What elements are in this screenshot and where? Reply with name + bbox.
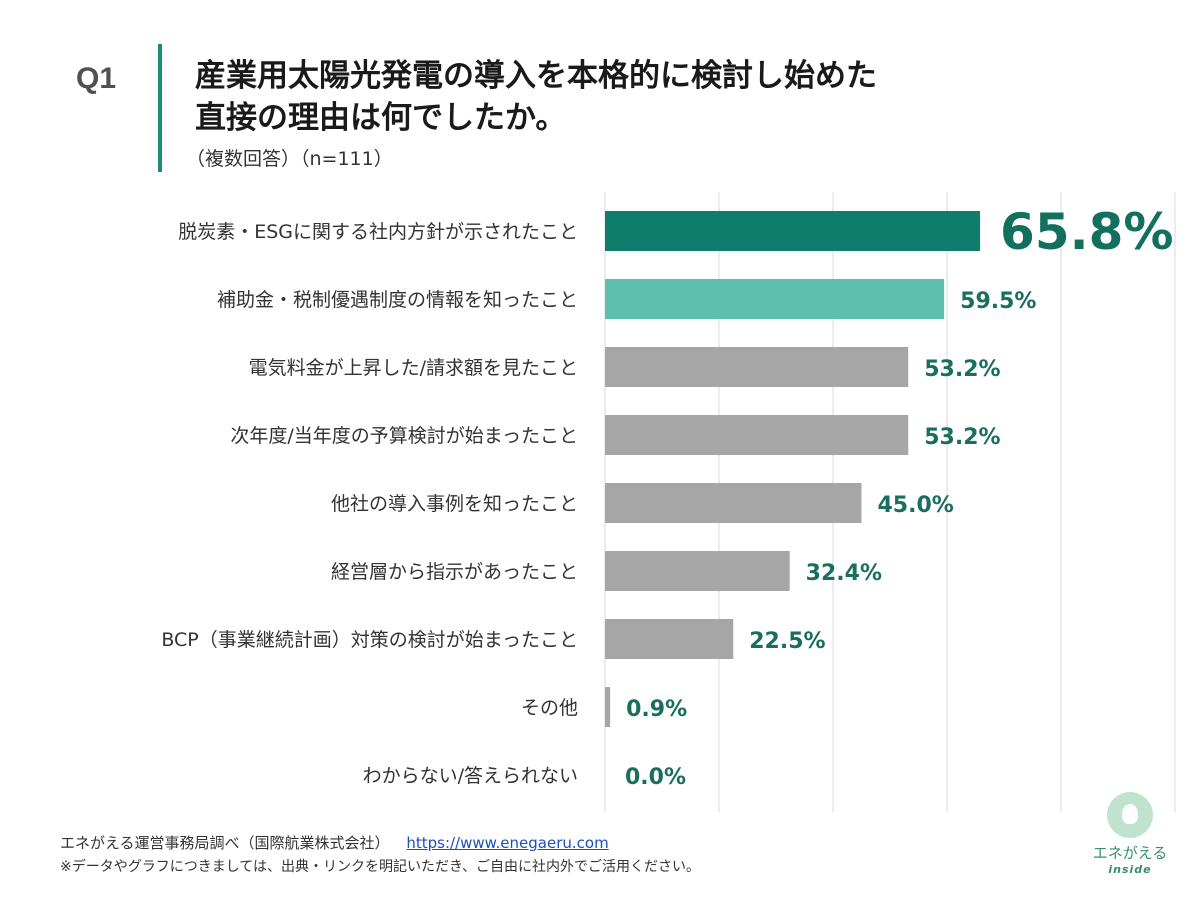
lightbulb-icon <box>1107 792 1153 838</box>
source-link[interactable]: https://www.enegaeru.com <box>406 834 609 852</box>
bar <box>605 551 790 591</box>
data-label: 45.0% <box>878 493 954 518</box>
chart-subtitle: （複数回答）（n=111） <box>186 148 393 170</box>
brand-logo: エネがえる inside <box>1090 792 1170 888</box>
source-text: エネがえる運営事務局調べ（国際航業株式会社） <box>60 834 390 852</box>
category-label: 次年度/当年度の予算検討が始まったこと <box>230 425 578 447</box>
logo-name: エネがえる <box>1092 844 1168 862</box>
data-label: 22.5% <box>749 629 825 654</box>
data-label: 53.2% <box>924 425 1000 450</box>
data-label: 65.8% <box>1000 203 1173 261</box>
data-label: 32.4% <box>806 561 882 586</box>
bar <box>605 279 945 319</box>
bar <box>605 415 909 455</box>
source-line: エネがえる運営事務局調べ（国際航業株式会社） https://www.enega… <box>60 832 609 853</box>
usage-note: ※データやグラフにつきましては、出典・リンクを明記いただき、ご自由に社内外でご活… <box>60 859 701 875</box>
chart-title: 産業用太陽光発電の導入を本格的に検討し始めた 直接の理由は何でしたか。 <box>195 55 877 139</box>
category-label: わからない/答えられない <box>363 765 578 787</box>
category-label: 電気料金が上昇した/請求額を見たこと <box>249 357 578 379</box>
data-label: 53.2% <box>924 357 1000 382</box>
title-line-1: 産業用太陽光発電の導入を本格的に検討し始めた <box>195 58 877 94</box>
category-label: 脱炭素・ESGに関する社内方針が示されたこと <box>178 221 578 243</box>
question-label: Q1 <box>76 62 117 95</box>
data-label: 0.9% <box>626 697 687 722</box>
bar <box>605 619 734 659</box>
question-rule <box>158 44 162 172</box>
category-label: BCP（事業継続計画）対策の検討が始まったこと <box>161 629 578 651</box>
bar <box>605 211 981 251</box>
data-label: 59.5% <box>960 289 1036 314</box>
category-label: 他社の導入事例を知ったこと <box>331 493 578 515</box>
category-label: 経営層から指示があったこと <box>331 561 578 583</box>
title-line-2: 直接の理由は何でしたか。 <box>195 100 567 136</box>
category-label: その他 <box>521 697 578 719</box>
bar <box>605 483 862 523</box>
data-label: 0.0% <box>625 765 686 790</box>
category-label: 補助金・税制優遇制度の情報を知ったこと <box>217 289 578 311</box>
logo-sub: inside <box>1108 863 1152 876</box>
bar <box>605 687 611 727</box>
bar <box>605 347 909 387</box>
